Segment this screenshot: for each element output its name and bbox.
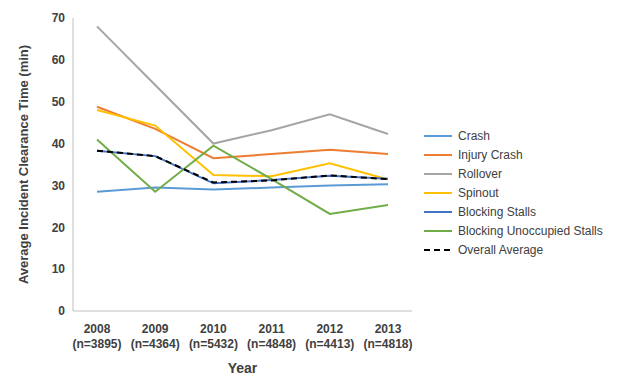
svg-text:10: 10 xyxy=(52,262,66,276)
svg-text:40: 40 xyxy=(52,137,66,151)
svg-text:0: 0 xyxy=(58,304,65,318)
svg-text:20: 20 xyxy=(52,221,66,235)
svg-text:Year: Year xyxy=(228,360,258,376)
svg-text:2013(n=4818): 2013(n=4818) xyxy=(363,322,412,351)
svg-text:70: 70 xyxy=(52,11,66,25)
html-text:Blocking Stalls: Blocking Stalls xyxy=(458,205,536,219)
svg-text:2012(n=4413): 2012(n=4413) xyxy=(305,322,354,351)
svg-text:60: 60 xyxy=(52,53,66,67)
html-text:Injury Crash: Injury Crash xyxy=(458,148,523,162)
svg-text:30: 30 xyxy=(52,179,66,193)
html-text:Blocking Unoccupied Stalls: Blocking Unoccupied Stalls xyxy=(458,224,603,238)
html-text:Overall Average: Overall Average xyxy=(458,243,544,257)
html-text:Crash: Crash xyxy=(458,129,490,143)
svg-text:2009(n=4364): 2009(n=4364) xyxy=(131,322,180,351)
svg-text:2008(n=3895): 2008(n=3895) xyxy=(72,322,121,351)
html-text:Spinout: Spinout xyxy=(458,186,499,200)
svg-text:50: 50 xyxy=(52,95,66,109)
svg-text:2011(n=4848): 2011(n=4848) xyxy=(247,322,296,351)
svg-text:Average Incident Clearance Tim: Average Incident Clearance Time (min) xyxy=(16,45,31,284)
html-text:Rollover: Rollover xyxy=(458,167,502,181)
svg-text:2010(n=5432): 2010(n=5432) xyxy=(189,322,238,351)
